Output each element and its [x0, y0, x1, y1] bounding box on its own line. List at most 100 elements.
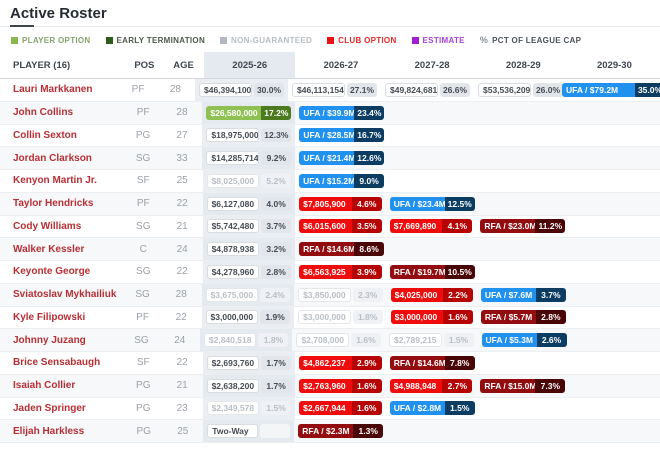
salary-value: $2,789,215	[388, 333, 442, 348]
player-age: 25	[176, 175, 188, 187]
player-name-link[interactable]: Taylor Hendricks	[13, 198, 94, 210]
salary-pct-of-cap: 3.5%	[351, 219, 382, 234]
salary-badge-plain: $2,693,760 1.7%	[206, 355, 292, 370]
salary-pct-of-cap: 1.7%	[261, 378, 292, 393]
salary-pct-of-cap: 1.3%	[353, 424, 384, 439]
salary-pct-of-cap: 1.6%	[351, 401, 382, 416]
salary-pct-of-cap: 27.1%	[347, 82, 377, 97]
player-age: 28	[175, 289, 187, 301]
salary-value: UFA / $15.2M	[299, 173, 355, 188]
column-header-2026-27[interactable]: 2026-27	[323, 59, 359, 71]
salary-badge-red: $6,015,600 3.5%	[299, 219, 382, 234]
salary-cell-2026-27: UFA / $21.4M 12.6%	[295, 147, 388, 169]
salary-badge-plain: $3,000,000 1.9%	[205, 310, 291, 325]
salary-pct-of-cap: 2.8%	[535, 310, 566, 325]
salary-value: UFA / $21.4M	[299, 151, 355, 166]
salary-cell-2029-30	[569, 216, 660, 238]
player-name-link[interactable]: Lauri Markkanen	[13, 84, 93, 96]
legend-item-non-guaranteed: NON-GUARANTEED	[220, 36, 312, 45]
table-row: John Collins PF 28 $26,580,000 17.2% UFA / $3…	[0, 101, 660, 125]
salary-cell-2027-28: $3,000,000 1.6%	[387, 307, 477, 329]
salary-pct-of-cap: 1.5%	[443, 333, 474, 348]
salary-cell-2028-29	[479, 261, 570, 283]
player-position: PG	[136, 380, 151, 392]
salary-badge-gray: $2,789,215 1.5%	[388, 333, 474, 348]
column-header-2028-29[interactable]: 2028-29	[505, 59, 541, 71]
player-age: 27	[176, 129, 188, 141]
player-name-link[interactable]: Sviatoslav Mykhailiuk	[13, 289, 117, 301]
player-name-link[interactable]: Cody Williams	[13, 220, 82, 232]
salary-cell-2028-29: RFA / $23.0M 11.2%	[476, 216, 569, 238]
player-name-link[interactable]: Keyonte George	[13, 266, 91, 278]
player-name-link[interactable]: Kyle Filipowski	[13, 311, 86, 323]
salary-cell-2029-30	[569, 420, 660, 442]
salary-badge-twoway: Two-Way	[207, 424, 291, 439]
salary-cell-2026-27: UFA / $39.9M 23.4%	[295, 102, 388, 124]
salary-cell-2028-29	[479, 147, 570, 169]
salary-cell-2028-29: $53,536,209 26.0%	[474, 79, 567, 101]
salary-badge-plain: $4,878,938 3.2%	[206, 242, 292, 257]
salary-badge-red: $6,563,925 3.9%	[299, 264, 382, 279]
salary-cell-2027-28	[388, 170, 479, 192]
salary-value: $7,669,890	[389, 219, 443, 234]
column-header-pos[interactable]: POS	[134, 59, 155, 71]
player-name-link[interactable]: Elijah Harkless	[13, 425, 85, 437]
column-header-2025-26[interactable]: 2025-26	[204, 52, 296, 78]
salary-cell-2029-30	[569, 102, 660, 124]
table-row: Johnny Juzang SG 24 $2,840,518 1.8% $2,708,00…	[0, 329, 660, 352]
salary-pct-of-cap: 3.2%	[261, 242, 292, 257]
salary-value: $2,349,578	[206, 401, 260, 416]
legend-swatch-estimate-icon	[411, 36, 419, 44]
player-name-link[interactable]: Jordan Clarkson	[13, 152, 92, 164]
salary-cell-2028-29	[479, 238, 570, 260]
salary-pct-of-cap: 26.0%	[533, 82, 563, 97]
player-position: PF	[136, 107, 150, 119]
column-header-2029-30[interactable]: 2029-30	[596, 59, 632, 71]
salary-cell-2025-26: $6,127,080 4.0%	[202, 192, 296, 215]
salary-badge-green: $26,580,000 17.2%	[206, 105, 292, 120]
salary-cell-2025-26: $46,394,100 30.0%	[195, 79, 288, 101]
table-row: Brice Sensabaugh SF 22 $2,693,760 1.7% $4,862…	[0, 352, 660, 375]
player-name-link[interactable]: John Collins	[13, 107, 73, 119]
column-header-2027-28[interactable]: 2027-28	[414, 59, 450, 71]
player-name-link[interactable]: Brice Sensabaugh	[13, 357, 101, 369]
salary-pct-of-cap: 23.4%	[354, 105, 385, 120]
salary-pct-of-cap: 1.6%	[351, 378, 382, 393]
player-name-link[interactable]: Johnny Juzang	[13, 334, 86, 346]
salary-badge-blue: UFA / $2.8M 1.5%	[389, 401, 475, 416]
salary-cell-2026-27: UFA / $28.5M 16.7%	[295, 125, 388, 147]
player-position: SG	[135, 152, 151, 164]
salary-pct-of-cap: 12.6%	[354, 151, 385, 166]
player-name-link[interactable]: Jaden Springer	[13, 402, 86, 414]
salary-cell-2026-27: $2,763,960 1.6%	[295, 375, 386, 397]
salary-value: $5,742,480	[206, 219, 260, 234]
player-age: 21	[176, 220, 188, 232]
player-position: SF	[136, 357, 150, 369]
salary-badge-plain: $5,742,480 3.7%	[206, 219, 292, 234]
player-name-link[interactable]: Collin Sexton	[13, 129, 77, 141]
salary-cell-2027-28	[387, 420, 478, 442]
column-header-player-16[interactable]: PLAYER (16)	[13, 59, 71, 71]
salary-cell-2026-27: RFA / $14.6M 8.6%	[295, 238, 388, 260]
player-position: SG	[135, 289, 150, 301]
legend-label: PLAYER OPTION	[22, 35, 91, 45]
salary-pct-of-cap: 2.7%	[442, 378, 473, 393]
salary-badge-blue: UFA / $15.2M 9.0%	[299, 173, 385, 188]
salary-cell-2025-26: $18,975,000 12.3%	[202, 124, 296, 147]
salary-value: $6,015,600	[299, 219, 352, 234]
player-name-link[interactable]: Walker Kessler	[13, 243, 85, 255]
salary-value: $2,708,000	[296, 333, 349, 348]
salary-badge-red: $2,763,960 1.6%	[299, 378, 382, 393]
salary-cell-2029-30	[571, 329, 660, 351]
salary-pct-of-cap: 26.6%	[440, 82, 470, 97]
table-row: Collin Sexton PG 27 $18,975,000 12.3% UFA / $…	[0, 124, 660, 148]
player-name-link[interactable]: Kenyon Martin Jr.	[13, 175, 97, 187]
salary-pct-of-cap: 1.8%	[258, 333, 289, 348]
salary-cell-2026-27: $7,805,900 4.6%	[295, 193, 386, 215]
player-name-link[interactable]: Isaiah Collier	[13, 380, 76, 392]
salary-value: $7,805,900	[299, 196, 352, 211]
salary-badge-blue: UFA / $39.9M 23.4%	[299, 105, 385, 120]
salary-cell-2025-26: $3,675,000 2.4%	[201, 283, 295, 306]
column-header-age[interactable]: AGE	[173, 59, 194, 71]
salary-badge-darkred: RFA / $14.6M 7.8%	[389, 355, 475, 370]
